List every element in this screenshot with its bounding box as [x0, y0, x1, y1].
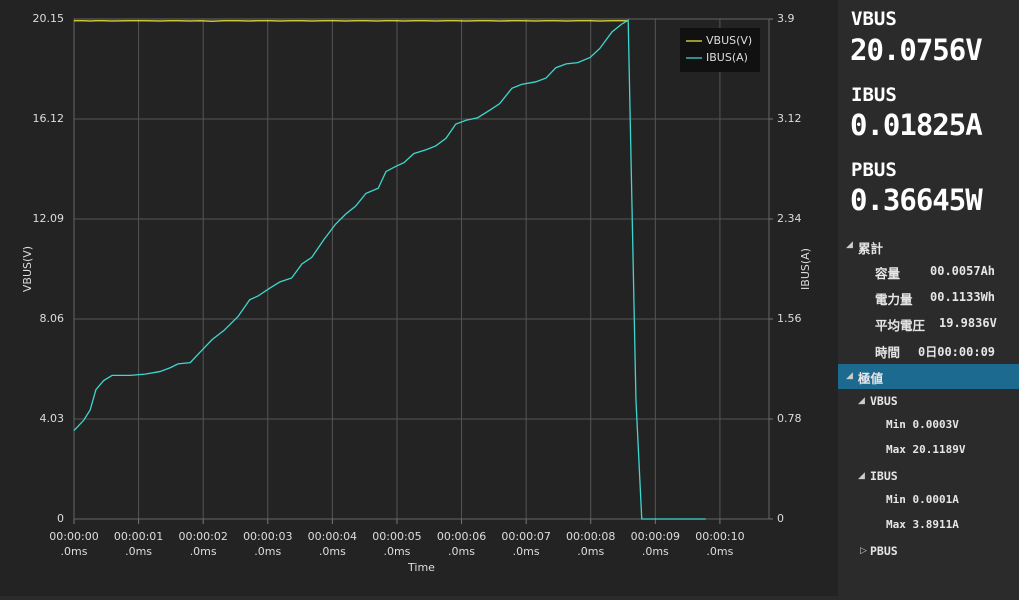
- legend-label: IBUS(A): [706, 51, 748, 64]
- y2-axis-label: IBUS(A): [799, 248, 812, 290]
- chart-area: 0 4.03 8.06 12.09 16.12 20.15 0 0.78 1.56 2.34 3.1…: [0, 0, 838, 596]
- tree-node[interactable]: 極値: [858, 368, 883, 387]
- row-value: 00.1133Wh: [930, 290, 995, 304]
- y-tick-label: 16.12: [33, 112, 65, 125]
- row-value: 19.9836V: [939, 316, 997, 330]
- x-axis-label: Time: [407, 561, 435, 574]
- y2-tick-label: 0.78: [777, 412, 802, 425]
- plot-border: [74, 19, 769, 519]
- reading-label: PBUS: [851, 159, 897, 181]
- y2-tick-label: 3.12: [777, 112, 802, 125]
- tree-leaf: Max 20.1189V: [886, 443, 965, 456]
- x-tick-label: 00:00:10 .0ms: [680, 529, 760, 559]
- row-value: 0日00:00:09: [918, 343, 995, 360]
- tree-leaf: Min 0.0001A: [886, 493, 959, 506]
- chart: 0 4.03 8.06 12.09 16.12 20.15 0 0.78 1.56 2.34 3.1…: [0, 0, 838, 596]
- reading-value: 0.01825A: [850, 108, 982, 142]
- y-tick-label: 20.15: [33, 12, 65, 25]
- row-label: 容量: [875, 263, 900, 282]
- y2-tick-label: 0: [777, 512, 784, 525]
- y2-tick-label: 1.56: [777, 312, 802, 325]
- y-axis-label: VBUS(V): [21, 246, 34, 292]
- reading-value: 0.36645W: [850, 183, 982, 217]
- tree-node[interactable]: VBUS: [870, 394, 898, 408]
- y-tick-label: 8.06: [40, 312, 65, 325]
- row-value: 00.0057Ah: [930, 264, 995, 278]
- tree-node[interactable]: 累計: [858, 238, 883, 257]
- legend-label: VBUS(V): [706, 34, 752, 47]
- y-tick-label: 12.09: [33, 212, 65, 225]
- y-tick-label: 4.03: [40, 412, 65, 425]
- series-line: [74, 20, 706, 519]
- reading-value: 20.0756V: [850, 33, 982, 67]
- reading-label: IBUS: [851, 84, 897, 106]
- row-label: 電力量: [875, 289, 913, 308]
- tree-node[interactable]: IBUS: [870, 469, 898, 483]
- tree-leaf: Max 3.8911A: [886, 518, 959, 531]
- row-label: 時間: [875, 342, 900, 361]
- y2-tick-label: 3.9: [777, 12, 795, 25]
- row-label: 平均電圧: [875, 315, 925, 334]
- reading-label: VBUS: [851, 8, 897, 30]
- tree-leaf: Min 0.0003V: [886, 418, 959, 431]
- y2-tick-label: 2.34: [777, 212, 802, 225]
- tree-node[interactable]: PBUS: [870, 544, 898, 558]
- side-panel: VBUS 20.0756V IBUS 0.01825A PBUS 0.36645…: [838, 0, 1019, 596]
- y-tick-label: 0: [57, 512, 64, 525]
